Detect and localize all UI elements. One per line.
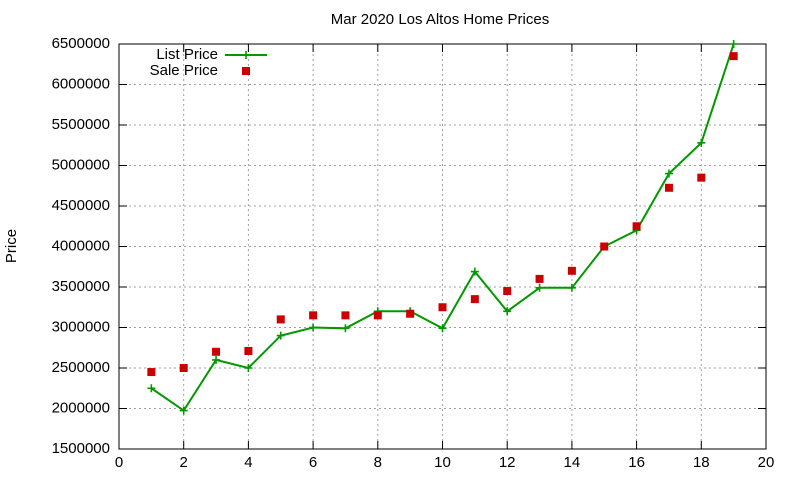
point-marker (729, 40, 738, 48)
point-marker (309, 323, 318, 332)
plot-frame (118, 43, 767, 450)
x-tick-label: 12 (499, 454, 516, 471)
point-marker (535, 274, 544, 283)
y-tick-label: 4500000 (52, 197, 110, 214)
point-marker (179, 406, 188, 415)
y-tick-label: 6500000 (52, 35, 110, 52)
y-tick-label: 5500000 (52, 116, 110, 133)
x-tick-label: 2 (180, 454, 188, 471)
x-tick-label: 6 (309, 454, 317, 471)
point-marker (438, 303, 447, 312)
legend-marker (242, 67, 250, 75)
point-marker (147, 384, 156, 393)
point-marker (276, 315, 285, 324)
y-tick-label: 2000000 (52, 399, 110, 416)
point-marker (276, 331, 285, 340)
point-marker (309, 311, 318, 320)
x-tick-label: 18 (693, 454, 710, 471)
point-marker (470, 295, 479, 304)
point-marker (535, 283, 544, 292)
x-tick-label: 16 (628, 454, 645, 471)
point-marker (729, 52, 738, 61)
x-tick-label: 4 (244, 454, 252, 471)
x-tick-label: 8 (374, 454, 382, 471)
y-tick-label: 5000000 (52, 156, 110, 173)
point-marker (179, 364, 188, 372)
point-marker (697, 173, 706, 182)
point-marker (664, 183, 673, 192)
point-marker (567, 266, 576, 275)
point-marker (406, 309, 415, 318)
point-marker (697, 138, 706, 147)
point-marker (470, 267, 479, 276)
point-marker (147, 368, 156, 377)
point-marker (503, 307, 512, 316)
legend-label: List Price (156, 46, 218, 63)
x-tick-label: 10 (434, 454, 451, 471)
legend-marker (242, 51, 250, 59)
y-tick-label: 6000000 (52, 75, 110, 92)
point-marker (341, 324, 350, 333)
y-tick-label: 4000000 (52, 237, 110, 254)
y-tick-label: 3500000 (52, 278, 110, 295)
x-tick-label: 14 (564, 454, 581, 471)
point-marker (632, 222, 641, 231)
point-marker (567, 283, 576, 292)
y-axis-label: Price (3, 229, 20, 263)
point-marker (212, 347, 221, 356)
point-marker (600, 242, 609, 251)
x-tick-label: 20 (758, 454, 775, 471)
point-marker (438, 324, 447, 333)
x-tick-label: 0 (115, 454, 123, 471)
y-tick-label: 2500000 (52, 359, 110, 376)
y-tick-label: 3000000 (52, 318, 110, 335)
point-marker (503, 287, 512, 296)
point-marker (373, 311, 382, 320)
point-marker (341, 311, 350, 320)
y-tick-label: 1500000 (52, 440, 110, 457)
point-marker (244, 364, 253, 372)
point-marker (212, 355, 221, 364)
point-marker (244, 346, 253, 355)
legend-label: Sale Price (150, 62, 218, 79)
point-marker (664, 169, 673, 178)
chart-title: Mar 2020 Los Altos Home Prices (331, 11, 549, 28)
